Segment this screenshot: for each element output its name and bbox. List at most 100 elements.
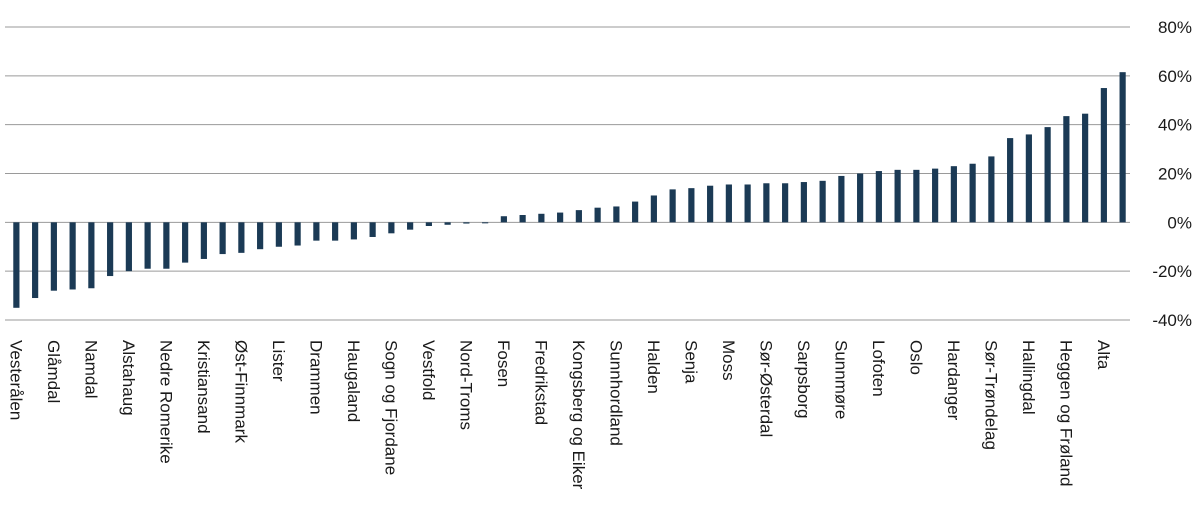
bar [257, 222, 264, 250]
y-tick-label: 20% [1158, 165, 1192, 184]
bar [313, 222, 320, 241]
bar [894, 169, 901, 223]
bar [1025, 134, 1032, 223]
y-tick-label: -20% [1152, 262, 1192, 281]
category-label: Sarpsborg [794, 340, 813, 418]
y-axis-ticks: -40% -20% 0% 20% 40% 60% 80% [1152, 18, 1192, 330]
category-label: Vesterålen [6, 340, 25, 420]
category-label: Hardanger [944, 340, 963, 421]
category-label: Sunnhordland [606, 340, 625, 446]
bar [594, 207, 601, 223]
category-label: Hallingdal [1019, 340, 1038, 415]
bar [1100, 88, 1107, 223]
bar [800, 182, 807, 223]
y-tick-label: 40% [1158, 116, 1192, 135]
bar [538, 213, 545, 223]
category-label: Haugaland [344, 340, 363, 422]
bar [1063, 116, 1070, 223]
category-label: Glåmdal [44, 340, 63, 403]
category-label: Nedre Romerike [156, 340, 175, 464]
category-label: Kristiansand [194, 340, 213, 434]
bar [782, 183, 789, 223]
bar [69, 222, 76, 290]
bar [557, 212, 564, 223]
bar [163, 222, 170, 269]
category-label: Sunnmøre [831, 340, 850, 419]
category-label: Oslo [906, 340, 925, 375]
bar [125, 222, 132, 272]
bar [1044, 127, 1051, 223]
bar [763, 183, 770, 223]
bar [407, 222, 414, 230]
y-tick-label: -40% [1152, 311, 1192, 330]
category-label: Namdal [81, 340, 100, 399]
y-tick-label: 0% [1167, 213, 1192, 232]
category-label: Heggen og Frøland [1056, 340, 1075, 486]
category-label: Senja [681, 340, 700, 384]
bar [932, 168, 939, 223]
bar [575, 210, 582, 223]
bars [13, 72, 1126, 308]
category-label: Drammen [306, 340, 325, 415]
category-label: Lofoten [869, 340, 888, 397]
bar [857, 173, 864, 223]
bar [107, 222, 114, 277]
bar [13, 222, 20, 308]
y-tick-label: 80% [1158, 18, 1192, 37]
category-label: Fosen [494, 340, 513, 387]
category-labels: Vesterålen Glåmdal Namdal Alstahaug Nedre Ro… [6, 340, 1113, 490]
category-label: Alta [1094, 340, 1113, 370]
bar [650, 195, 657, 223]
bar [969, 163, 976, 223]
bar [238, 222, 245, 253]
category-label: Vestfold [419, 340, 438, 401]
y-tick-label: 60% [1158, 67, 1192, 86]
bar [425, 222, 432, 226]
category-label: Sør-Østerdal [756, 340, 775, 437]
bar [463, 222, 470, 224]
category-label: Kongsberg og Eiker [569, 340, 588, 490]
gridlines [5, 26, 1130, 321]
bar [613, 206, 620, 223]
category-label: Lister [269, 340, 288, 382]
bar [688, 188, 695, 223]
bar [294, 222, 301, 246]
bar [88, 222, 95, 289]
category-label: Nord-Troms [456, 340, 475, 430]
bar [50, 222, 57, 291]
category-label: Sogn og Fjordane [381, 340, 400, 475]
category-label: Halden [644, 340, 663, 394]
bar [988, 156, 995, 223]
bar [219, 222, 226, 255]
bar [725, 184, 732, 223]
bar [707, 185, 714, 223]
bar [875, 171, 882, 223]
bar [632, 201, 639, 223]
bar [669, 189, 676, 223]
bar [182, 222, 189, 263]
bar [1007, 138, 1014, 223]
bar [519, 215, 526, 223]
category-label: Sør-Trøndelag [981, 340, 1000, 450]
bar [950, 166, 957, 223]
bar [369, 222, 376, 237]
bar [482, 222, 489, 224]
bar [444, 222, 451, 225]
bar [388, 222, 395, 234]
bar [200, 222, 207, 259]
bar [350, 222, 357, 240]
bar [744, 184, 751, 223]
bar [819, 180, 826, 223]
category-label: Moss [719, 340, 738, 381]
bar [275, 222, 282, 247]
bar [500, 216, 507, 223]
category-label: Alstahaug [119, 340, 138, 416]
category-label: Øst-Finnmark [231, 340, 250, 443]
bar [1082, 113, 1089, 223]
bar [144, 222, 151, 269]
bar [1119, 72, 1126, 223]
bar [332, 222, 339, 241]
bar [913, 169, 920, 223]
bar [32, 222, 39, 299]
